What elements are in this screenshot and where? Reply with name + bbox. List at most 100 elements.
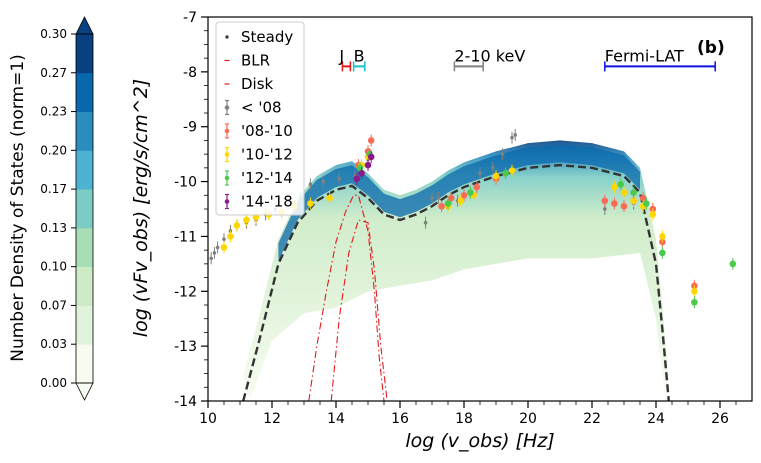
- x-tick-label: 18: [455, 411, 473, 427]
- data-point: [209, 256, 213, 261]
- legend-item: BLR: [224, 52, 270, 70]
- legend-item: '12-'14: [224, 169, 293, 187]
- data-point: [467, 189, 474, 196]
- plot-area: 10 12 14 16 18 20 22 24 26-14-13-12-11-10-9-8-7 …: [174, 10, 753, 427]
- band-label: B: [354, 46, 365, 65]
- x-tick-label: 24: [647, 411, 665, 427]
- data-point: [326, 194, 333, 202]
- colorbar-label: Number Density of States (norm=1): [8, 54, 28, 362]
- x-tick-label: 10: [199, 411, 217, 427]
- x-axis-label: log (v_obs) [Hz]: [405, 430, 554, 452]
- data-point: [353, 175, 361, 183]
- colorbar-extend-top: [75, 16, 94, 35]
- colorbar-tick-label: 0.10: [40, 260, 67, 274]
- y-tick-label: -9: [183, 120, 197, 136]
- data-point: [222, 237, 226, 241]
- data-point: [639, 194, 647, 202]
- data-point: [460, 191, 468, 199]
- data-point: [444, 200, 452, 207]
- colorbar-tick-label: 0.00: [40, 376, 67, 390]
- data-point: [492, 172, 500, 180]
- data-point: [513, 133, 517, 137]
- legend-marker-icon: [224, 199, 230, 204]
- x-tick-label: 26: [711, 411, 729, 427]
- data-point: [212, 251, 217, 255]
- legend-marker-icon: [224, 128, 230, 134]
- colorbar-tick-label: 0.23: [40, 105, 67, 119]
- band-label: 2-10 keV: [454, 46, 525, 65]
- data-point: [601, 197, 609, 205]
- y-tick-label: -11: [174, 229, 197, 245]
- legend-label: '14-'18: [241, 193, 293, 211]
- series-blr-line: [308, 194, 385, 401]
- legend: Steady BLR Disk < '08 '08-'10 '10-'12 '12-'14 '…: [215, 21, 305, 216]
- data-point: [617, 181, 625, 188]
- data-point: [508, 167, 516, 174]
- legend-label: '12-'14: [241, 169, 293, 187]
- data-point: [729, 260, 737, 268]
- colorbar-band: [76, 111, 93, 151]
- data-point: [233, 222, 241, 229]
- colorbar-tick-label: 0.13: [40, 221, 67, 235]
- data-point: [358, 170, 365, 177]
- data-point: [457, 197, 465, 205]
- colorbar-band: [76, 72, 93, 112]
- data-point: [367, 153, 375, 161]
- states-envelope: [243, 140, 669, 401]
- band-label: Fermi-LAT: [605, 46, 684, 65]
- legend-item: '08-'10: [224, 122, 293, 140]
- data-point: [430, 196, 434, 200]
- data-point: [423, 220, 428, 225]
- y-tick-label: -14: [174, 394, 197, 410]
- legend-item: < '08: [224, 99, 282, 117]
- colorbar-tick-label: 0.03: [40, 337, 67, 351]
- data-point: [620, 202, 628, 210]
- data-point: [243, 216, 250, 224]
- data-point: [321, 179, 326, 184]
- colorbar-tick-label: 0.27: [40, 66, 67, 80]
- legend-marker-icon: [224, 152, 230, 157]
- series-disk-line: [330, 219, 388, 401]
- data-point: [510, 135, 514, 140]
- data-point: [308, 182, 313, 187]
- legend-item: Disk: [224, 75, 274, 93]
- legend-line-icon: [225, 35, 229, 39]
- data-point: [500, 152, 505, 156]
- data-point: [649, 211, 657, 218]
- data-point: [630, 189, 637, 196]
- colorbar-frame: [75, 33, 94, 384]
- data-point: [252, 213, 260, 221]
- data-point: [215, 245, 220, 250]
- colorbar-tick-label: 0.07: [40, 298, 67, 312]
- data-point: [643, 200, 650, 207]
- data-point: [438, 202, 445, 210]
- legend-item: Steady: [225, 28, 293, 46]
- data-point: [611, 200, 618, 207]
- legend-item: '10-'12: [224, 146, 293, 164]
- colorbar: 0.00 0.03 0.07 0.10 0.13 0.17 0.20 0.23 0.27 0.30…: [8, 16, 94, 401]
- legend-label: Steady: [241, 28, 293, 46]
- data-point: [659, 249, 666, 257]
- data-point: [447, 194, 455, 202]
- data-point: [436, 196, 441, 200]
- x-tick-label: 16: [391, 411, 409, 427]
- colorbar-band: [76, 189, 93, 229]
- data-point: [691, 298, 698, 306]
- legend-item: '14-'18: [224, 193, 293, 211]
- x-tick-label: 22: [583, 411, 601, 427]
- data-point: [659, 233, 666, 240]
- data-point: [227, 233, 234, 240]
- data-point: [603, 207, 607, 211]
- colorbar-tick-label: 0.30: [40, 27, 67, 41]
- legend-label: '08-'10: [241, 122, 293, 140]
- colorbar-tick-label: 0.17: [40, 182, 67, 196]
- data-point: [478, 171, 482, 176]
- colorbar-tick-label: 0.20: [40, 143, 67, 157]
- legend-label: < '08: [241, 99, 282, 117]
- data-point: [220, 244, 228, 251]
- y-tick-label: -8: [183, 65, 197, 81]
- colorbar-band: [76, 34, 93, 74]
- data-point: [630, 197, 637, 205]
- x-tick-label: 14: [327, 411, 345, 427]
